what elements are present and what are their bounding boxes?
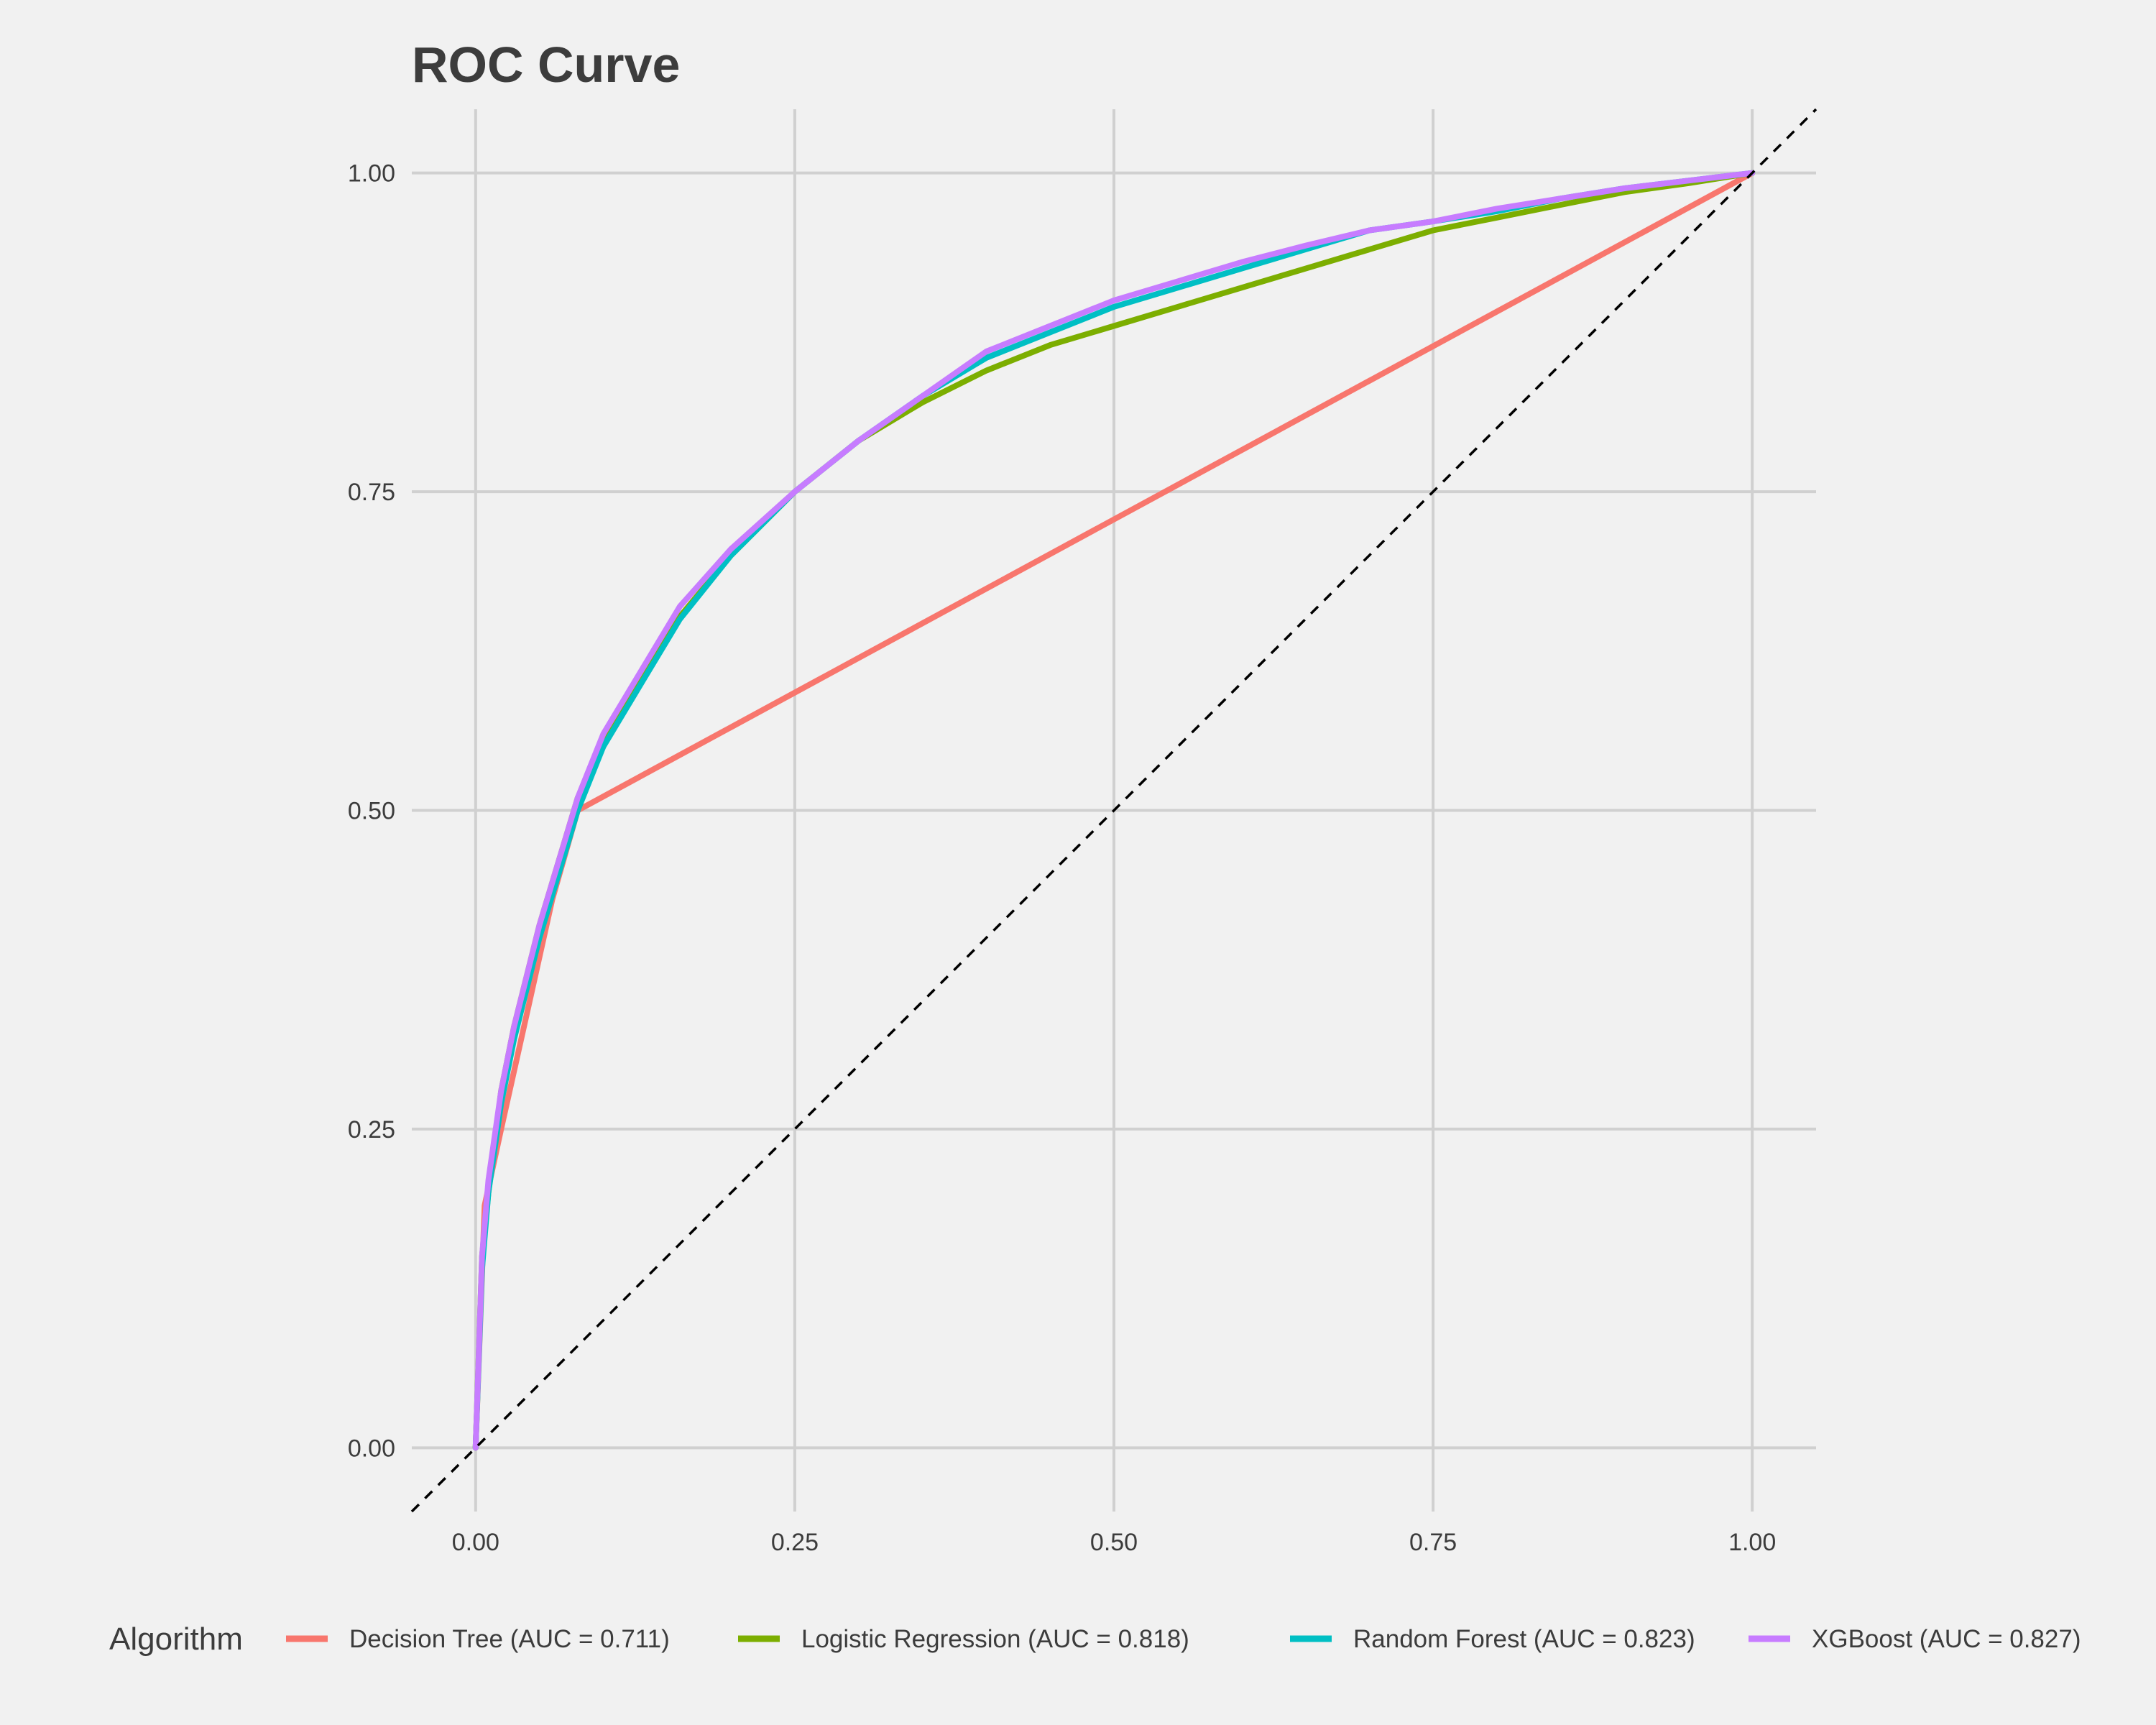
x-tick-label: 1.00: [1728, 1529, 1776, 1556]
legend: Algorithm Decision Tree (AUC = 0.711) Log…: [109, 1622, 2081, 1657]
plot-area: [410, 108, 1818, 1513]
y-tick-label: 0.00: [348, 1435, 395, 1462]
legend-label-2: Random Forest (AUC = 0.823): [1353, 1625, 1695, 1653]
legend-title: Algorithm: [109, 1622, 243, 1657]
x-tick-label: 0.00: [452, 1529, 499, 1556]
legend-label-3: XGBoost (AUC = 0.827): [1812, 1625, 2081, 1653]
y-tick-label: 1.00: [348, 160, 395, 188]
legend-label-0: Decision Tree (AUC = 0.711): [349, 1625, 670, 1653]
series-line-3: [472, 170, 1756, 1451]
y-tick-label: 0.50: [348, 798, 395, 825]
y-tick-label: 0.75: [348, 479, 395, 506]
y-tick-label: 0.25: [348, 1116, 395, 1144]
chart-title: ROC Curve: [412, 37, 680, 93]
x-tick-label: 0.50: [1090, 1529, 1138, 1556]
x-tick-label: 0.75: [1409, 1529, 1457, 1556]
x-tick-label: 0.25: [771, 1529, 819, 1556]
legend-label-1: Logistic Regression (AUC = 0.818): [801, 1625, 1189, 1653]
reference-diagonal-line: [410, 108, 1818, 1513]
axis-tick-labels: 0.00 0.25 0.50 0.75 1.00 0.00 0.25 0.50 0.75 1.00: [348, 160, 1776, 1556]
